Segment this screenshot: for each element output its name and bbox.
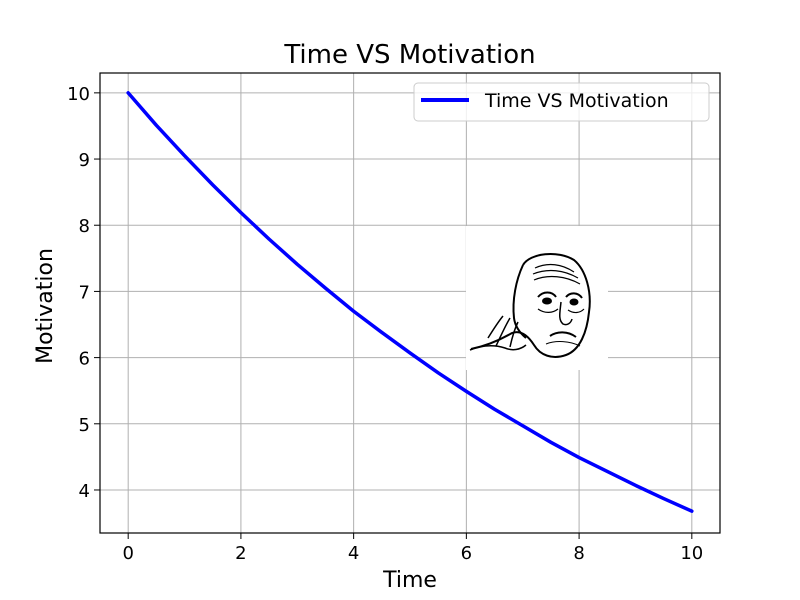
y-axis-label: Motivation xyxy=(33,248,58,364)
x-axis-label: Time xyxy=(382,568,437,593)
ticks: 0 2 4 6 8 10 4 5 6 7 8 9 10 xyxy=(67,84,703,564)
series-layer xyxy=(126,91,694,513)
tired-face-sketch-icon xyxy=(466,226,608,370)
x-tick-label: 6 xyxy=(461,543,472,564)
series-line xyxy=(126,91,694,513)
x-tick-label: 4 xyxy=(348,543,359,564)
axes-frame xyxy=(99,72,721,534)
y-tick-label: 5 xyxy=(79,415,90,436)
legend-label: Time VS Motivation xyxy=(484,90,669,112)
x-tick-label: 10 xyxy=(680,543,703,564)
legend-box xyxy=(413,82,710,122)
legend: Time VS Motivation xyxy=(413,82,710,122)
y-tick-label: 9 xyxy=(79,150,90,171)
y-tick-label: 6 xyxy=(79,349,90,370)
y-tick-label: 10 xyxy=(67,84,90,105)
chart-title: Time VS Motivation xyxy=(283,40,535,70)
y-tick-label: 7 xyxy=(79,282,90,303)
x-tick-label: 2 xyxy=(235,543,246,564)
x-tick-label: 8 xyxy=(573,543,584,564)
y-tick-label: 4 xyxy=(79,481,90,502)
y-tick-label: 8 xyxy=(79,216,90,237)
x-tick-label: 0 xyxy=(122,543,133,564)
plot-area xyxy=(100,73,720,533)
grid xyxy=(100,73,720,533)
